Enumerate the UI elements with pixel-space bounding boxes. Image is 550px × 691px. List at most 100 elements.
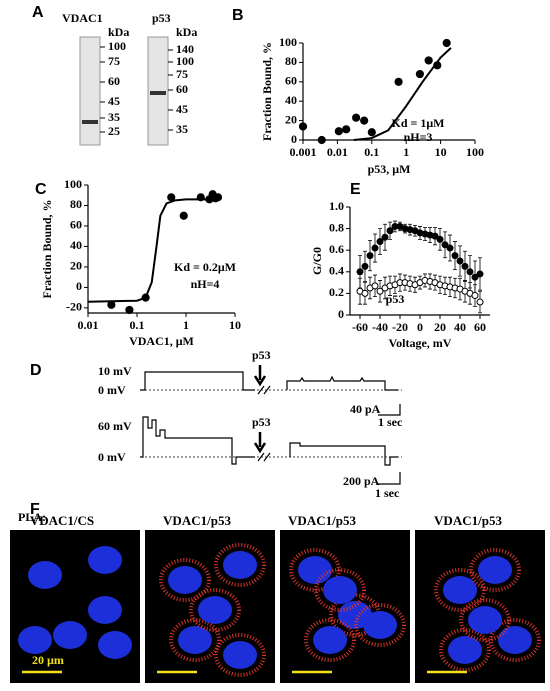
data-point xyxy=(334,127,343,136)
x-tick-label: 0.01 xyxy=(327,145,348,159)
nucleus xyxy=(498,626,532,654)
x-tick-label: 10 xyxy=(435,145,447,159)
data-point xyxy=(441,241,449,249)
y-tick-label: 80 xyxy=(70,197,82,211)
gel-lane xyxy=(79,36,101,146)
y-tick-label: 100 xyxy=(279,35,297,49)
x-tick-label: 1 xyxy=(183,318,189,332)
x-tick-label: 60 xyxy=(474,320,486,334)
image-label: VDAC1/p53 xyxy=(163,513,231,528)
data-point xyxy=(424,56,433,65)
nucleus xyxy=(363,611,397,639)
data-point xyxy=(476,270,484,278)
data-point xyxy=(371,244,379,252)
panel-letter: A xyxy=(32,4,44,21)
data-point xyxy=(376,287,384,295)
nucleus xyxy=(168,566,202,594)
trace-group xyxy=(140,365,402,485)
x-tick-label: 1 xyxy=(403,145,409,159)
nucleus xyxy=(443,576,477,604)
treatment-label: p53 xyxy=(252,348,271,362)
pla-signal xyxy=(159,558,211,602)
panel-letter: C xyxy=(35,181,47,198)
data-point xyxy=(471,292,479,300)
data-point xyxy=(356,268,364,276)
annotation: Kd = 1μM xyxy=(392,116,445,130)
x-tick-label: 0.1 xyxy=(130,318,145,332)
data-point xyxy=(456,257,464,265)
data-point xyxy=(451,252,459,260)
marker-label: 25 xyxy=(108,124,120,138)
data-point xyxy=(352,113,361,122)
pla-signal xyxy=(439,628,491,672)
pla-signal xyxy=(304,618,356,662)
pla-signal xyxy=(469,548,521,592)
nucleus xyxy=(18,626,52,654)
scale-bar xyxy=(378,404,401,416)
current-trace xyxy=(289,442,398,466)
data-point xyxy=(317,135,326,145)
nucleus xyxy=(298,556,332,584)
data-point xyxy=(371,282,379,290)
nucleus xyxy=(53,621,87,649)
y-axis-label: G/G0 xyxy=(310,247,324,275)
row-label: PLA: xyxy=(18,510,46,524)
nucleus xyxy=(198,596,232,624)
pla-signal xyxy=(489,618,541,662)
image-label: VDAC1/p53 xyxy=(434,513,502,528)
y-tick-label: 20 xyxy=(70,259,82,273)
marker-label: 35 xyxy=(108,110,120,124)
y-tick-label: 60 xyxy=(70,218,82,232)
pla-signal xyxy=(214,543,266,587)
nucleus xyxy=(98,631,132,659)
y-tick-label: 1.0 xyxy=(329,199,344,213)
marker-label: 100 xyxy=(176,54,194,68)
y-tick-label: 40 xyxy=(70,238,82,252)
nucleus xyxy=(478,556,512,584)
y-tick-label: 0 xyxy=(76,279,82,293)
nucleus xyxy=(28,561,62,589)
panel-letter: E xyxy=(350,181,361,198)
unit-label: kDa xyxy=(176,25,197,39)
gel-band xyxy=(150,91,166,95)
x-axis-label: p53, μM xyxy=(368,162,411,176)
voltage-label: 10 mV xyxy=(98,364,132,378)
scale-label: 40 pA xyxy=(350,402,381,416)
data-point xyxy=(431,232,439,240)
pla-signal xyxy=(434,568,486,612)
y-tick-label: 100 xyxy=(64,177,82,191)
fit-line xyxy=(87,198,221,303)
nucleus xyxy=(223,551,257,579)
gel-band xyxy=(82,120,98,124)
x-tick-label: 0.001 xyxy=(290,145,317,159)
scale-label: 1 sec xyxy=(378,415,403,429)
axis-break xyxy=(257,385,271,395)
panel-letter: D xyxy=(30,362,42,379)
marker-label: 100 xyxy=(108,39,126,53)
x-tick-label: -60 xyxy=(352,320,368,334)
annotation: Kd = 0.2μM xyxy=(174,260,236,274)
data-point xyxy=(366,252,374,260)
nucleus xyxy=(88,596,122,624)
data-point xyxy=(476,298,484,306)
marker-label: 75 xyxy=(108,54,120,68)
marker-label: 35 xyxy=(176,122,188,136)
nucleus xyxy=(448,636,482,664)
x-tick-label: 0.1 xyxy=(364,145,379,159)
pla-signal xyxy=(314,568,366,612)
x-tick-label: 20 xyxy=(434,320,446,334)
data-point xyxy=(179,211,188,220)
annotation: p53 xyxy=(386,292,405,306)
y-axis-label: Fraction Bound, % xyxy=(40,199,54,298)
x-axis-label: VDAC1, μM xyxy=(129,334,194,348)
y-tick-label: 0.2 xyxy=(329,285,344,299)
data-point xyxy=(376,238,384,246)
marker-label: 75 xyxy=(176,67,188,81)
data-point xyxy=(360,116,369,125)
data-point xyxy=(436,235,444,243)
axis-line xyxy=(87,185,235,314)
y-tick-label: -20 xyxy=(66,300,82,314)
data-point xyxy=(471,273,479,281)
scale-label: 1 sec xyxy=(375,486,400,500)
annotation: nH=4 xyxy=(191,277,220,291)
